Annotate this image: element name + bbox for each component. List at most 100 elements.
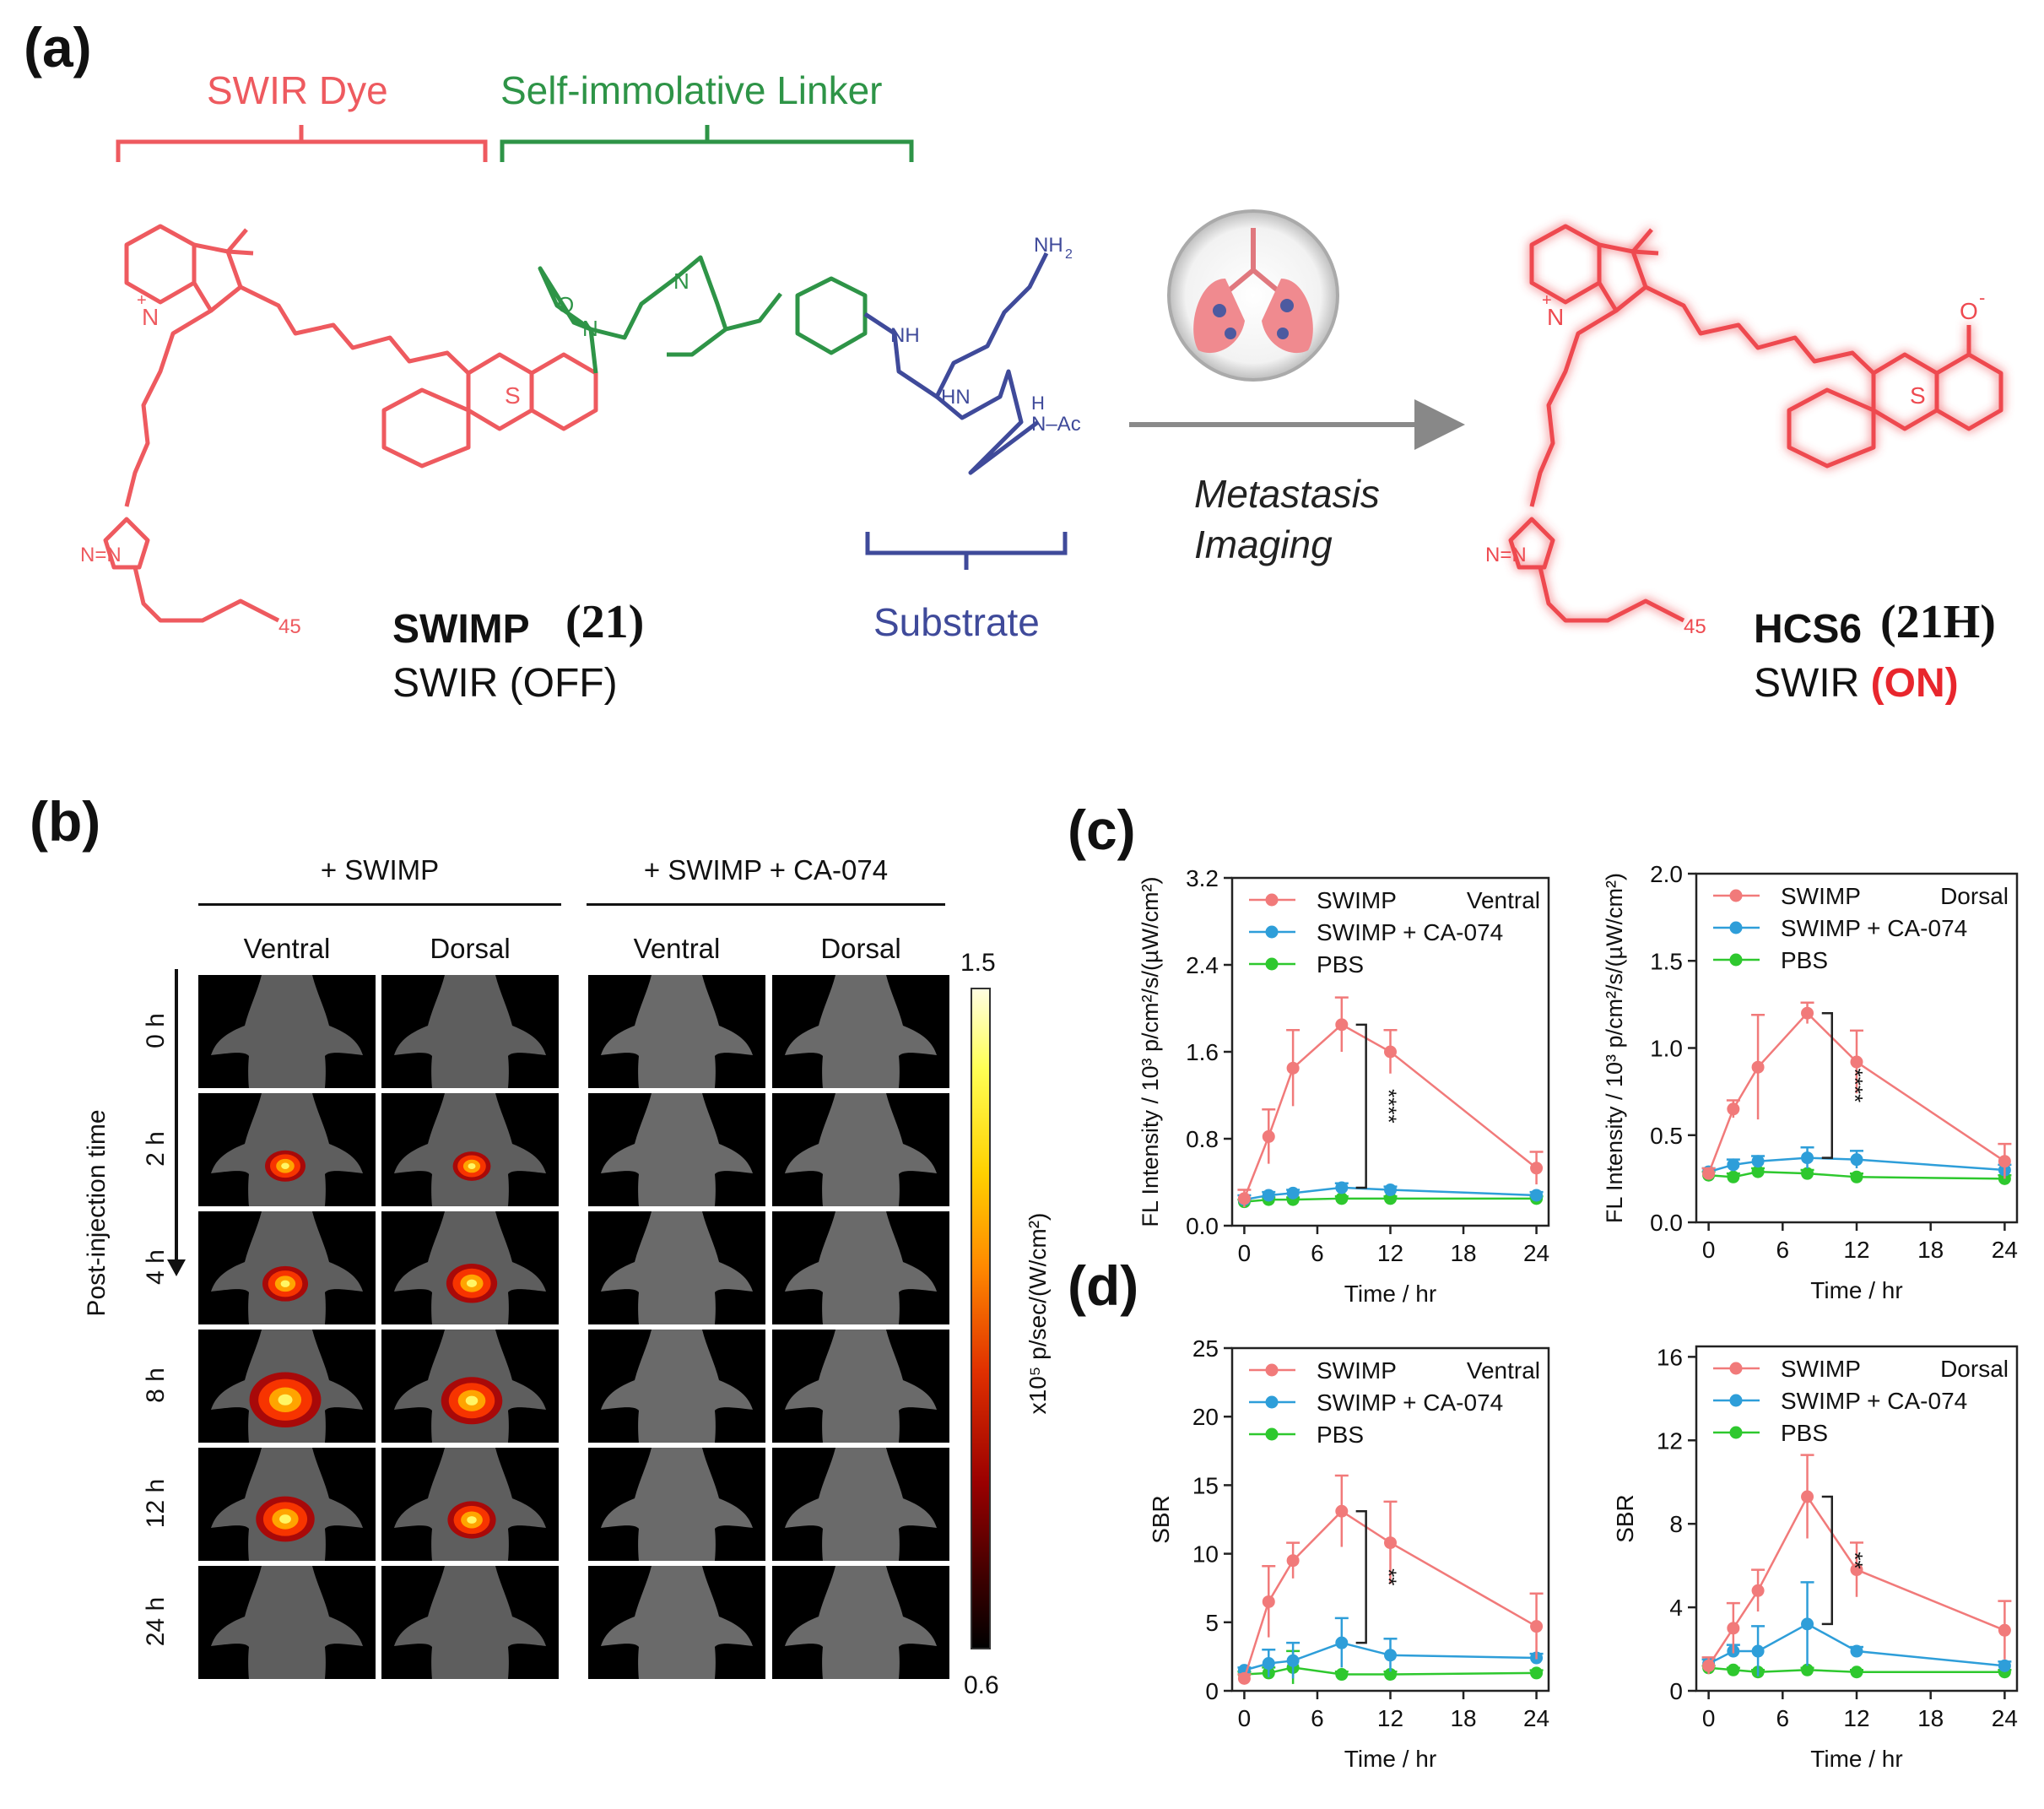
group2-header: + SWIMP + CA-074 (643, 854, 889, 886)
legend-marker (1729, 953, 1743, 967)
mouse-image (198, 1448, 376, 1561)
atom-n-plus: N (142, 304, 159, 330)
colorbar-min: 0.6 (964, 1671, 999, 1699)
legend-marker (1265, 1427, 1279, 1441)
group2-rule (587, 903, 945, 906)
x-tick-label: 12 (1377, 1705, 1403, 1731)
x-tick-label: 24 (1523, 1240, 1549, 1266)
mouse-silhouette (211, 1566, 363, 1679)
atom-plus: + (137, 291, 147, 310)
data-point (1384, 1649, 1397, 1662)
data-point (1801, 1617, 1814, 1631)
mouse-image (772, 1330, 949, 1443)
x-tick-label: 6 (1311, 1705, 1324, 1731)
hcs6-triazole: N=N (1485, 544, 1527, 566)
atom-h: H (1031, 393, 1045, 414)
x-tick-label: 18 (1450, 1240, 1476, 1266)
x-tick-label: 12 (1843, 1705, 1869, 1731)
fluorescence-signal (262, 1265, 309, 1302)
mouse-silhouette (601, 1093, 753, 1206)
legend-marker (1729, 1362, 1743, 1375)
data-point (1286, 1554, 1300, 1568)
x-axis-label: Time / hr (1810, 1277, 1902, 1303)
swimp-name: SWIMP (392, 606, 530, 653)
mouse-image (381, 975, 559, 1088)
legend-label: SWIMP (1317, 1357, 1397, 1384)
data-point (1237, 1671, 1251, 1685)
swimp-number: (21) (565, 596, 645, 648)
hcs6-name: HCS6 (1754, 607, 1863, 652)
mouse-silhouette (785, 1093, 937, 1206)
series-line (1707, 1011, 2006, 1174)
mouse-silhouette (394, 975, 546, 1088)
legend-label: SWIMP + CA-074 (1781, 1388, 1967, 1414)
legend-label: SWIMP + CA-074 (1781, 915, 1967, 941)
legend-marker (1265, 893, 1279, 907)
linker-label: Self-immolative Linker (500, 68, 883, 112)
y-tick-label: 1.0 (1650, 1036, 1683, 1062)
atom-n2: N (673, 268, 689, 294)
arrow-label-line1: Metastasis (1194, 472, 1380, 516)
fluorescence-signal (447, 1501, 496, 1539)
mouse-image (198, 1093, 376, 1206)
y-tick-label: 10 (1192, 1541, 1219, 1568)
y-tick-label: 25 (1192, 1335, 1219, 1362)
mouse-silhouette (394, 1093, 546, 1206)
data-point (1801, 1490, 1814, 1503)
group1-header: + SWIMP (320, 854, 440, 886)
view-label: Dorsal (1940, 883, 2009, 909)
atom-nh2: NH (1034, 234, 1063, 257)
hcs6-atom-minus: - (1979, 287, 1985, 308)
mouse-image (588, 1330, 765, 1443)
legend-marker (1729, 889, 1743, 902)
y-tick-label: 0.0 (1186, 1213, 1219, 1239)
y-tick-label: 0 (1205, 1678, 1219, 1704)
mouse-image (772, 1448, 949, 1561)
y-tick-label: 2.4 (1186, 952, 1219, 978)
mouse-image (588, 1093, 765, 1206)
data-point (1850, 1665, 1863, 1679)
legend-label: SWIMP (1781, 1356, 1861, 1382)
data-point (1262, 1657, 1275, 1671)
mouse-image (198, 975, 376, 1088)
atom-nh2-sub: 2 (1065, 247, 1073, 262)
x-axis-label: Time / hr (1344, 1281, 1436, 1307)
mouse-image (381, 1330, 559, 1443)
view-label: Ventral (1467, 887, 1540, 913)
y-axis-label: FL Intensity / 10³ p/cm²/s/(µW/cm²) (1602, 873, 1627, 1223)
y-tick-label: 0.8 (1186, 1126, 1219, 1152)
data-point (1530, 1189, 1544, 1202)
significance-bracket (1821, 1495, 1834, 1626)
view-header-2: Ventral (633, 933, 721, 964)
data-point (1384, 1192, 1397, 1205)
mouse-image (772, 1211, 949, 1324)
data-point (1384, 1668, 1397, 1682)
mouse-image (198, 1566, 376, 1679)
y-tick-label: 3.2 (1186, 865, 1219, 891)
view-header-3: Dorsal (820, 933, 901, 964)
mouse-image (588, 1448, 765, 1561)
panel-label-d: (d) (1068, 1254, 1139, 1317)
x-tick-label: 0 (1238, 1705, 1252, 1731)
x-tick-label: 24 (1523, 1705, 1549, 1731)
x-tick-label: 24 (1992, 1237, 2018, 1263)
atom-o1: O (557, 292, 574, 317)
data-point (1262, 1129, 1275, 1143)
mouse-image (772, 975, 949, 1088)
data-point (1702, 1659, 1716, 1672)
hcs6-atom-s: S (1910, 382, 1926, 409)
mouse-image (381, 1093, 559, 1206)
panel-label-c: (c) (1068, 799, 1136, 861)
y-axis-label: SBR (1612, 1494, 1638, 1543)
hcs6-state-on: (ON) (1870, 661, 1959, 706)
hcs6-structure (1508, 224, 2003, 623)
legend-marker (1265, 1363, 1279, 1377)
mouse-image (588, 1566, 765, 1679)
x-tick-label: 6 (1776, 1705, 1790, 1731)
data-point (1335, 1192, 1349, 1205)
mouse-image (588, 1211, 765, 1324)
y-tick-label: 2.0 (1650, 861, 1683, 887)
legend-marker (1265, 1395, 1279, 1409)
arrow-label-line2: Imaging (1194, 523, 1333, 566)
